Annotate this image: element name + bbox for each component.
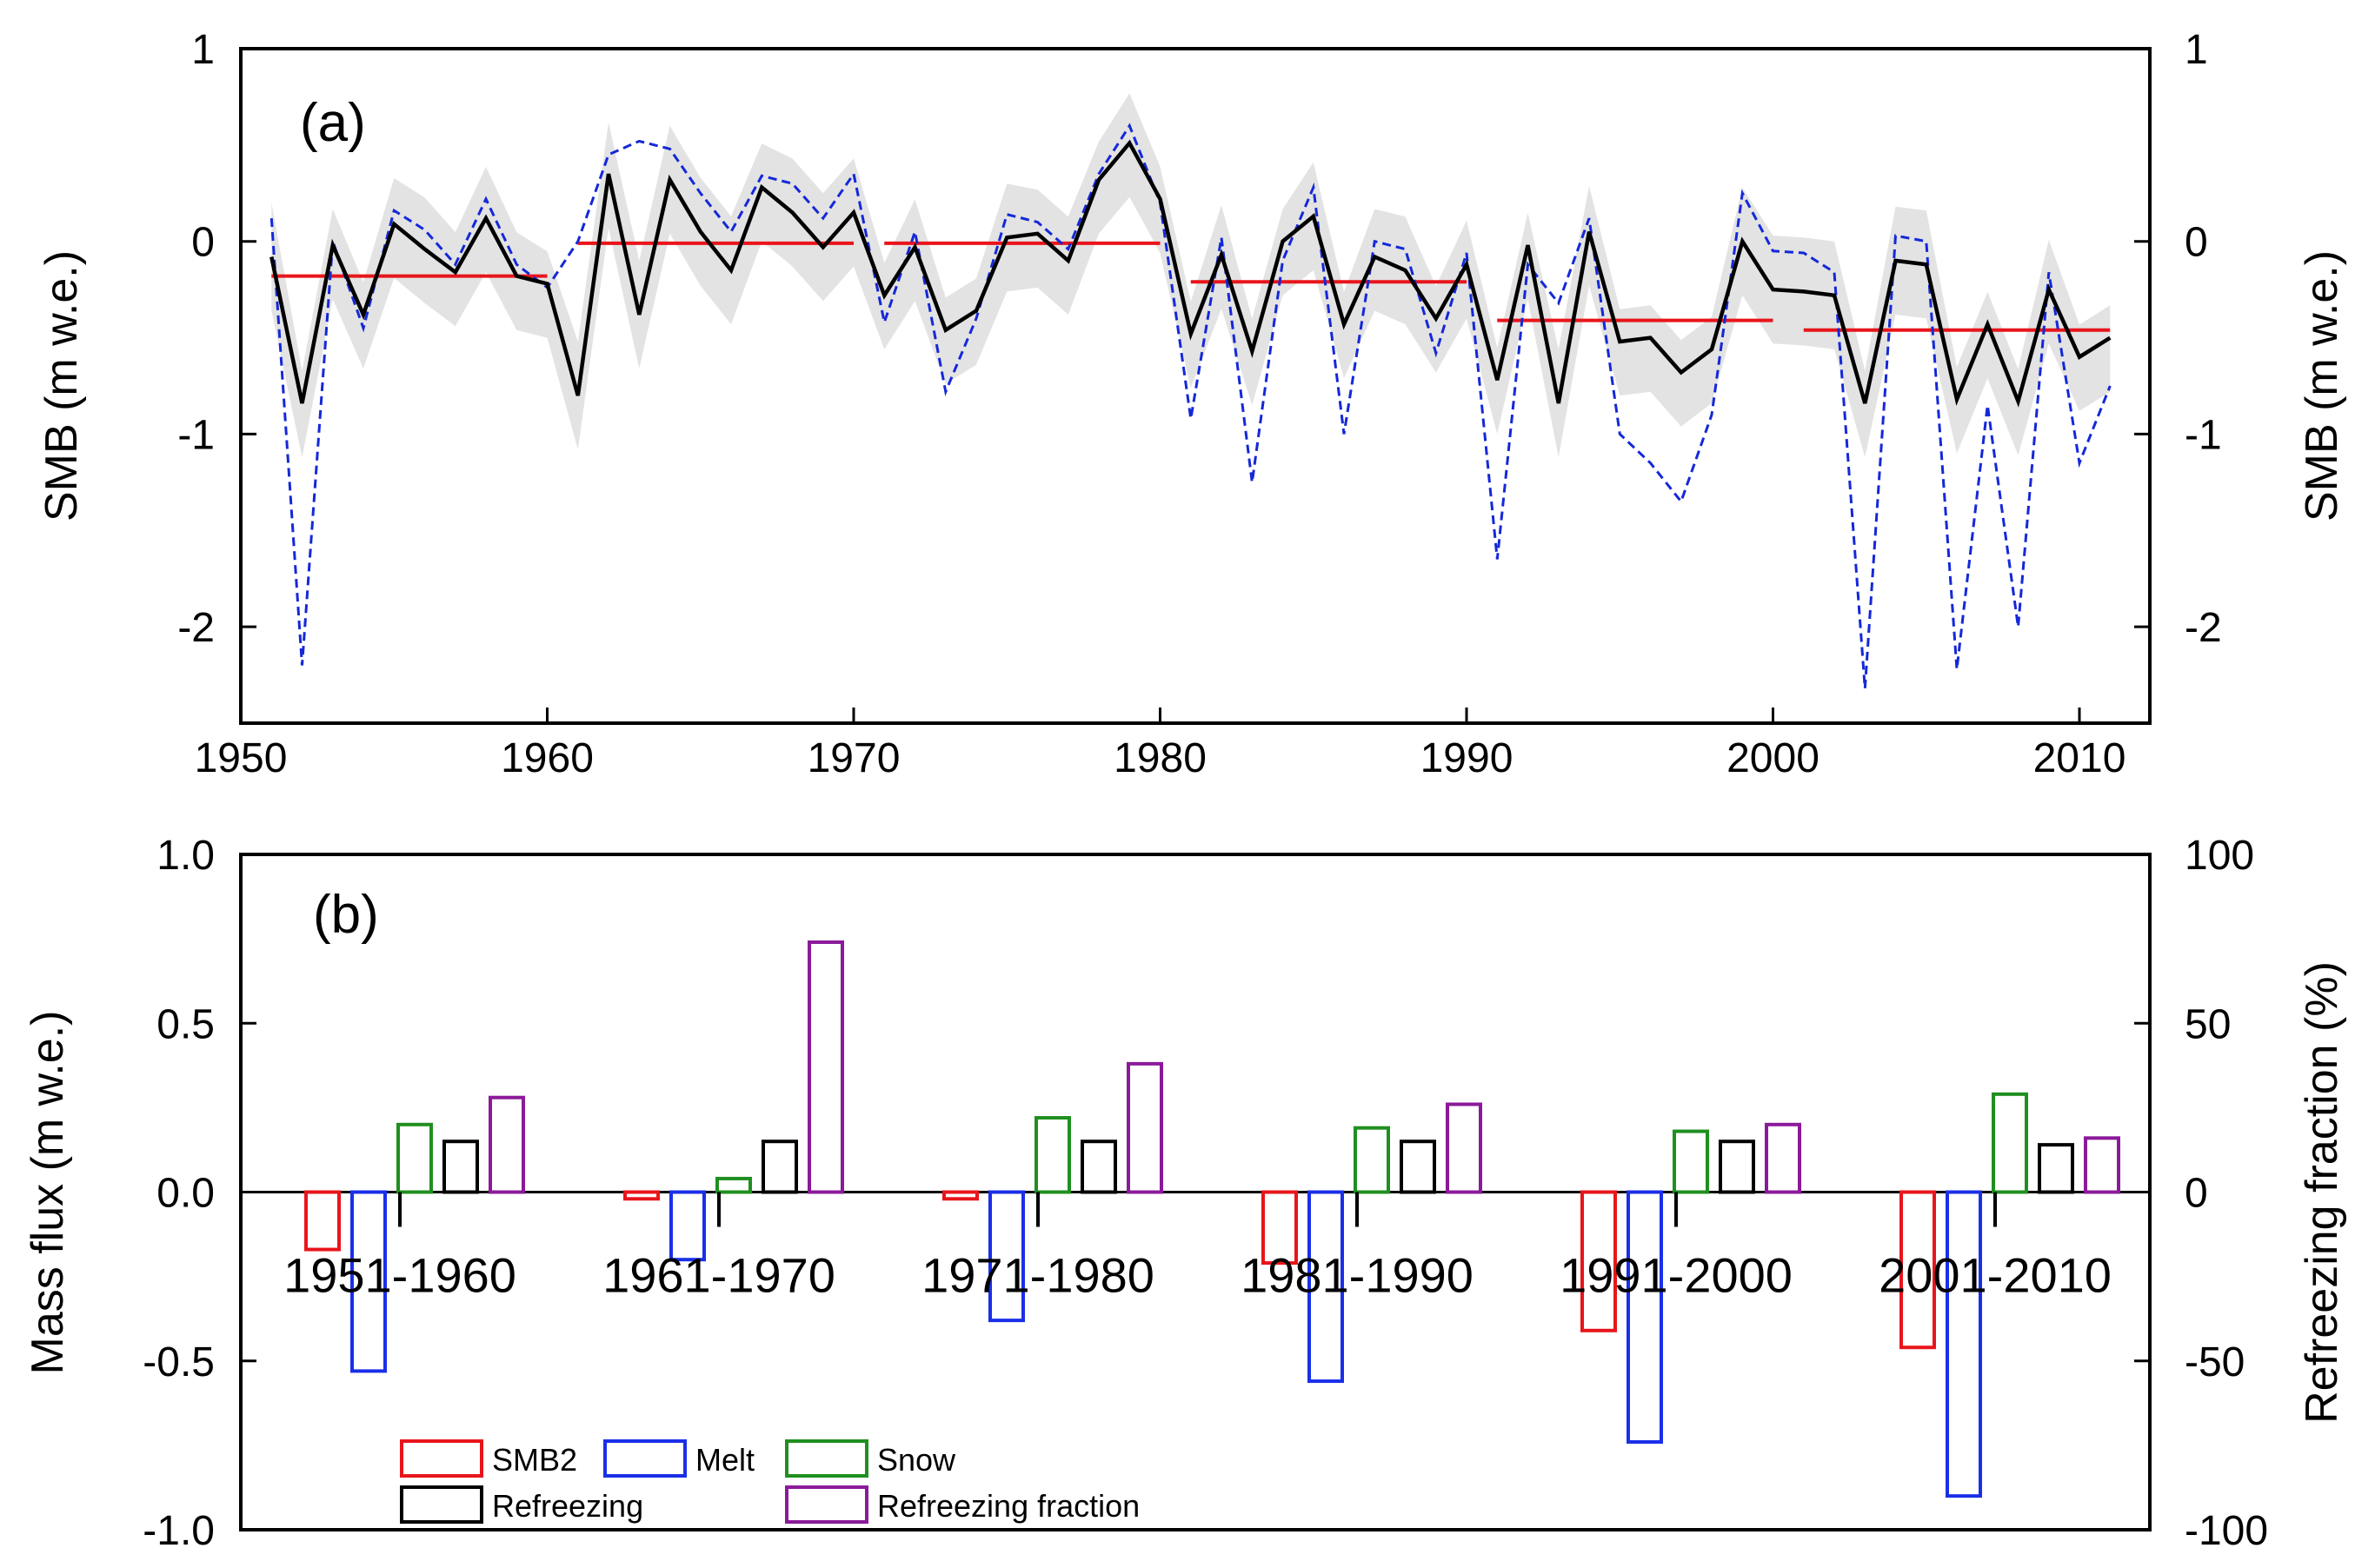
y-tick-label-left-2: -1 xyxy=(177,412,215,458)
bar-snow-1981-1990 xyxy=(1354,1126,1390,1194)
y-tick-label-right-0: 1 xyxy=(2185,27,2208,73)
panel-a: 1950 1960 1970 1980 1990 2000 2010 1 1 0 0 -1 -1 -2 -2… xyxy=(37,27,2347,781)
panel-b-ticks: 1.0 0.5 0.0 -0.5 -1.0 100 50 0 -50 -100 xyxy=(143,833,2268,1554)
bar-melt-1961-1970 xyxy=(669,1190,706,1262)
bar-refreezing-1991-2000 xyxy=(1719,1139,1755,1194)
bar-refreezing-1951-1960 xyxy=(442,1139,479,1194)
bar-smb2-1961-1970 xyxy=(623,1190,660,1201)
bar-snow-1951-1960 xyxy=(396,1122,433,1194)
bar-refreezing-1981-1990 xyxy=(1400,1139,1436,1194)
x-tick-label-1960: 1960 xyxy=(501,735,594,781)
legend-label-smb2: SMB2 xyxy=(492,1442,577,1478)
x-tick-label-1990: 1990 xyxy=(1420,735,1513,781)
legend: SMB2 Melt Snow Refreezing Refreezing fractio… xyxy=(400,1439,1140,1524)
y-tick-label-left-3: -2 xyxy=(177,605,215,651)
b-y-tick-label-left-3: -0.5 xyxy=(143,1339,215,1385)
b-y-tick-label-left-4: -1.0 xyxy=(143,1508,215,1554)
smb-series-line xyxy=(269,139,2112,408)
bar-snow-1971-1980 xyxy=(1034,1116,1071,1194)
legend-swatch-refreezing-fraction xyxy=(785,1485,868,1524)
bar-smb2-1981-1990 xyxy=(1261,1190,1298,1266)
decadal-mean-layer xyxy=(271,241,2111,332)
category-label-1961-1970: 1961-1970 xyxy=(602,1248,835,1303)
bar-smb2-1951-1960 xyxy=(304,1190,341,1252)
legend-swatch-refreezing xyxy=(400,1485,483,1524)
smb-lines-layer xyxy=(269,123,2112,689)
panel-b-y-axis-title: Mass flux (m w.e.) xyxy=(23,1011,73,1375)
bar-melt-1951-1960 xyxy=(350,1190,387,1373)
b-y-tick-label-right-0: 100 xyxy=(2185,833,2254,879)
x-tick-label-1970: 1970 xyxy=(808,735,901,781)
category-label-2001-2010: 2001-2010 xyxy=(1879,1248,2112,1303)
b-y-tick-label-left-0: 1.0 xyxy=(156,833,215,879)
bar-melt-1981-1990 xyxy=(1307,1190,1344,1384)
bar-melt-2001-2010 xyxy=(1946,1190,1982,1498)
bar-melt-1991-2000 xyxy=(1627,1190,1663,1444)
b-y-tick-label-right-2: 0 xyxy=(2185,1171,2208,1217)
legend-label-refreezing: Refreezing xyxy=(492,1488,643,1524)
bar-refreezing-fraction-2001-2010 xyxy=(2084,1136,2120,1194)
x-tick-label-2000: 2000 xyxy=(1726,735,1820,781)
b-y-tick-label-left-2: 0.0 xyxy=(156,1171,215,1217)
bar-refreezing-fraction-1991-2000 xyxy=(1765,1122,1801,1194)
y-tick-label-right-2: -1 xyxy=(2185,412,2222,458)
b-y-tick-label-left-1: 0.5 xyxy=(156,1001,215,1047)
bar-smb2-1991-2000 xyxy=(1580,1190,1617,1332)
panel-b: 1951-1960 1961-1970 1971-1980 1981-1990 1991… xyxy=(23,833,2347,1554)
legend-label-refreezing-fraction: Refreezing fraction xyxy=(877,1488,1140,1524)
category-label-1991-2000: 1991-2000 xyxy=(1560,1248,1793,1303)
category-label-1951-1960: 1951-1960 xyxy=(283,1248,516,1303)
y-tick-label-left-1: 0 xyxy=(191,220,215,266)
category-label-1971-1980: 1971-1980 xyxy=(921,1248,1154,1303)
b-y-tick-label-right-4: -100 xyxy=(2185,1508,2268,1554)
bar-refreezing-fraction-1951-1960 xyxy=(489,1095,525,1194)
uncertainty-band-layer xyxy=(271,93,2111,458)
bar-refreezing-1961-1970 xyxy=(762,1139,798,1194)
y-tick-label-right-3: -2 xyxy=(2185,605,2222,651)
x-tick-label-2010: 2010 xyxy=(2033,735,2126,781)
bar-snow-2001-2010 xyxy=(1992,1092,2028,1194)
smb-alt-series-line xyxy=(269,123,2112,689)
bar-snow-1991-2000 xyxy=(1673,1129,1709,1194)
bars-layer: 1951-1960 1961-1970 1971-1980 1981-1990 1991… xyxy=(283,940,2120,1498)
panel-b-right-axis-title: Refreezing fraction (%) xyxy=(2297,961,2347,1424)
x-tick-label-1950: 1950 xyxy=(195,735,288,781)
legend-label-melt: Melt xyxy=(695,1442,755,1478)
legend-swatch-snow xyxy=(785,1439,868,1478)
bar-refreezing-fraction-1981-1990 xyxy=(1446,1102,1482,1194)
x-tick-label-1980: 1980 xyxy=(1114,735,1207,781)
bar-refreezing-2001-2010 xyxy=(2038,1143,2074,1194)
legend-swatch-melt xyxy=(603,1439,687,1478)
panel-b-label: (b) xyxy=(313,885,379,945)
bar-smb2-1971-1980 xyxy=(942,1190,979,1201)
panel-a-y-axis-title: SMB (m w.e.) xyxy=(37,250,87,522)
b-y-tick-label-right-1: 50 xyxy=(2185,1001,2231,1047)
uncertainty-band xyxy=(271,93,2111,458)
panel-a-ticks: 1950 1960 1970 1980 1990 2000 2010 1 1 0 0 -1 -1 -2 -2 xyxy=(177,27,2221,781)
panel-a-label: (a) xyxy=(300,93,366,153)
bar-snow-1961-1970 xyxy=(715,1176,752,1194)
legend-label-snow: Snow xyxy=(877,1442,956,1478)
bar-refreezing-1971-1980 xyxy=(1081,1139,1117,1194)
y-tick-label-right-1: 0 xyxy=(2185,220,2208,266)
bar-refreezing-fraction-1971-1980 xyxy=(1127,1061,1163,1194)
bar-smb2-2001-2010 xyxy=(1899,1190,1936,1350)
y-tick-label-left-0: 1 xyxy=(191,27,215,73)
panel-a-frame xyxy=(239,47,2152,725)
panel-a-right-axis-title: SMB (m w.e.) xyxy=(2297,250,2347,522)
category-label-1981-1990: 1981-1990 xyxy=(1241,1248,1474,1303)
legend-swatch-smb2 xyxy=(400,1439,483,1478)
bar-refreezing-fraction-1961-1970 xyxy=(808,940,844,1194)
bar-melt-1971-1980 xyxy=(988,1190,1025,1323)
b-y-tick-label-right-3: -50 xyxy=(2185,1339,2245,1385)
